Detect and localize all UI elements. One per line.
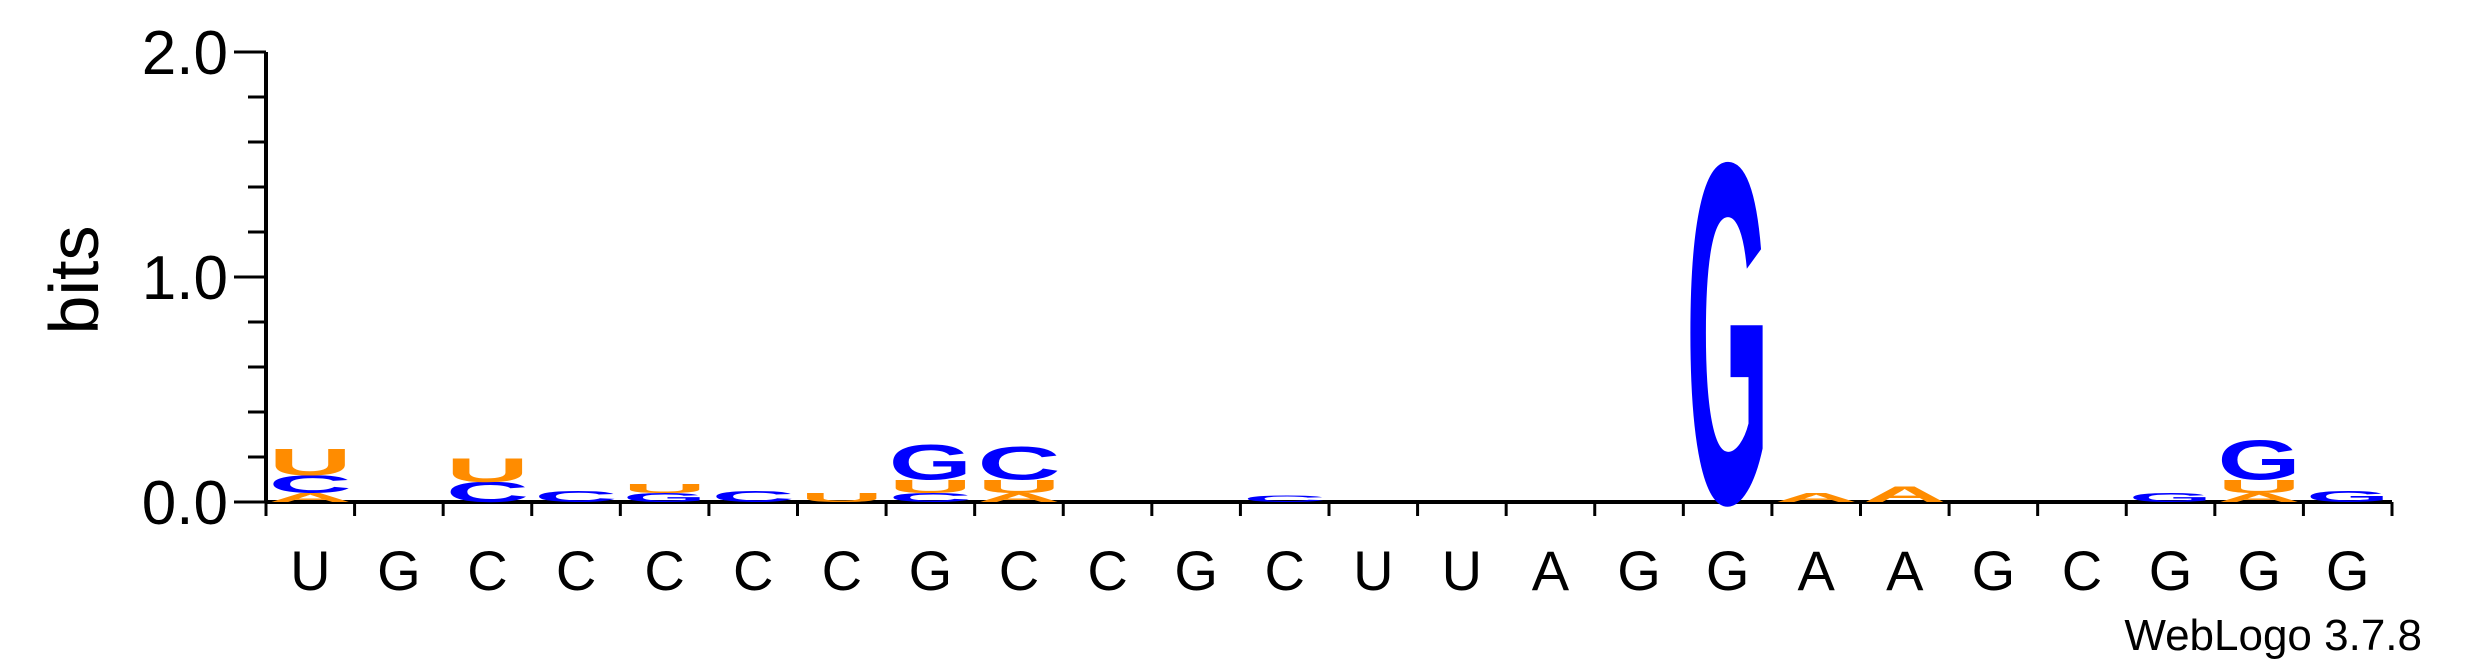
position-label: G bbox=[2149, 539, 2193, 602]
logo-letter-u: U bbox=[2217, 476, 2300, 497]
position-label: C bbox=[644, 539, 684, 602]
logo-letter-u: U bbox=[977, 476, 1060, 497]
position-label: A bbox=[1798, 539, 1836, 602]
credit-label: WebLogo 3.7.8 bbox=[2124, 611, 2422, 660]
position-stack: G bbox=[1686, 61, 1769, 605]
position-label: U bbox=[1442, 539, 1482, 602]
position-label: C bbox=[467, 539, 507, 602]
logo-letter-a: A bbox=[269, 491, 352, 505]
position-label: G bbox=[2237, 539, 2281, 602]
logo-letter-c: C bbox=[712, 488, 795, 505]
logo-letter-g: G bbox=[2218, 429, 2301, 492]
logo-letter-c: C bbox=[269, 470, 352, 498]
position-label: G bbox=[1174, 539, 1218, 602]
logo-letter-u: U bbox=[889, 476, 972, 497]
position-stack: CUG bbox=[889, 434, 972, 505]
position-stack: GU bbox=[623, 482, 706, 505]
y-axis: 0.0 1.0 2.0 bbox=[142, 19, 268, 538]
logo-letter-g: G bbox=[2306, 488, 2389, 505]
position-stack: AUC bbox=[977, 437, 1060, 505]
logo-letter-g: G bbox=[2129, 491, 2212, 505]
position-stack: AUG bbox=[2217, 429, 2300, 504]
position-label: G bbox=[1617, 539, 1661, 602]
position-label: C bbox=[999, 539, 1039, 602]
position-label: G bbox=[1706, 539, 1750, 602]
logo-letter-u: U bbox=[800, 491, 883, 505]
logo-letter-a: A bbox=[2217, 491, 2300, 505]
position-label: C bbox=[2062, 539, 2102, 602]
position-stack: A bbox=[1863, 482, 1946, 507]
logo-letter-c: C bbox=[977, 437, 1060, 490]
position-stack: G bbox=[2129, 491, 2212, 505]
position-stack: ACU bbox=[269, 441, 352, 505]
position-stack: C bbox=[712, 488, 795, 505]
position-label: C bbox=[1264, 539, 1304, 602]
position-label: G bbox=[2326, 539, 2370, 602]
logo-letter-a: A bbox=[977, 491, 1060, 505]
position-stack: C bbox=[534, 488, 617, 505]
logo-letter-u: U bbox=[446, 451, 529, 490]
position-label: A bbox=[1886, 539, 1924, 602]
logo-letter-a: A bbox=[1775, 491, 1858, 505]
position-stack: G bbox=[2306, 488, 2389, 505]
position-label: C bbox=[1087, 539, 1127, 602]
position-label: G bbox=[377, 539, 421, 602]
logo-letter-u: U bbox=[623, 482, 706, 496]
logo-letter-u: U bbox=[269, 441, 352, 483]
position-label: G bbox=[909, 539, 953, 602]
logo-letter-g: G bbox=[889, 434, 972, 491]
y-tick-label: 1.0 bbox=[142, 244, 228, 313]
position-label: U bbox=[1353, 539, 1393, 602]
logo-letter-g: G bbox=[1686, 61, 1769, 605]
position-stack: C bbox=[1243, 494, 1326, 504]
logo-letter-a: A bbox=[1863, 482, 1946, 507]
y-tick-label: 0.0 bbox=[142, 469, 228, 538]
position-stack: A bbox=[1775, 491, 1858, 505]
position-label: U bbox=[290, 539, 330, 602]
position-label: C bbox=[822, 539, 862, 602]
logo-letter-c: C bbox=[446, 476, 529, 508]
logo-letter-c: C bbox=[889, 491, 972, 505]
position-stack: U bbox=[800, 491, 883, 505]
y-axis-title: bits bbox=[35, 226, 113, 335]
y-tick-label: 2.0 bbox=[142, 19, 228, 88]
position-stack: CU bbox=[446, 451, 529, 508]
position-label: A bbox=[1532, 539, 1570, 602]
position-label: C bbox=[556, 539, 596, 602]
logo-letter-c: C bbox=[1243, 494, 1326, 504]
position-label: C bbox=[733, 539, 773, 602]
logo-letter-g: G bbox=[623, 491, 706, 505]
logo-letter-c: C bbox=[534, 488, 617, 505]
position-label: G bbox=[1972, 539, 2016, 602]
